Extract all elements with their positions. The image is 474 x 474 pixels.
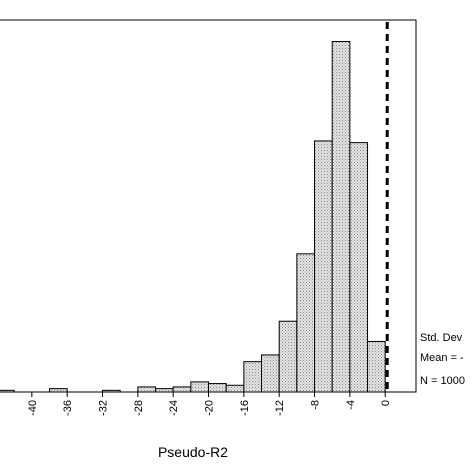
histogram-bar: [314, 140, 333, 393]
histogram-bar: [155, 388, 174, 393]
histogram-bar: [225, 384, 245, 393]
histogram-bar: [331, 41, 351, 393]
stat-mean: Mean = -: [420, 352, 464, 364]
x-tick-label: -40: [27, 400, 39, 416]
histogram-bar: [208, 383, 227, 393]
x-tick-label: -20: [204, 400, 216, 416]
histogram-bar: [349, 142, 369, 393]
x-tick-label: -4: [345, 400, 357, 410]
x-axis: -40 -36 -32 -28 -24 -20 -16 -12 -8 -4 0: [27, 392, 392, 416]
x-tick-label: -36: [62, 400, 74, 416]
histogram-bar: [102, 389, 121, 393]
histogram-bar: [49, 388, 68, 393]
histogram-bar: [296, 253, 316, 393]
histogram-bar: [190, 381, 210, 393]
histogram-bar: [367, 340, 386, 393]
x-tick-label: -28: [133, 400, 145, 416]
histogram-bar: [137, 386, 157, 393]
stat-std-dev: Std. Dev: [420, 332, 463, 344]
x-tick-label: -32: [98, 400, 110, 416]
x-tick-label: 0: [380, 400, 392, 406]
x-tick-label: -16: [239, 400, 251, 416]
histogram-bar: [243, 361, 263, 393]
x-tick-label: -12: [274, 400, 286, 416]
x-tick-label: -24: [168, 400, 180, 416]
histogram-bar: [278, 320, 298, 393]
histogram-bar: [0, 389, 15, 393]
bars-layer: [0, 41, 386, 393]
x-axis-title: Pseudo-R2: [158, 444, 228, 460]
stat-n: N = 1000: [420, 375, 465, 387]
histogram-bar: [261, 354, 280, 393]
histogram-bar: [172, 386, 192, 393]
x-tick-label: -8: [310, 400, 322, 410]
